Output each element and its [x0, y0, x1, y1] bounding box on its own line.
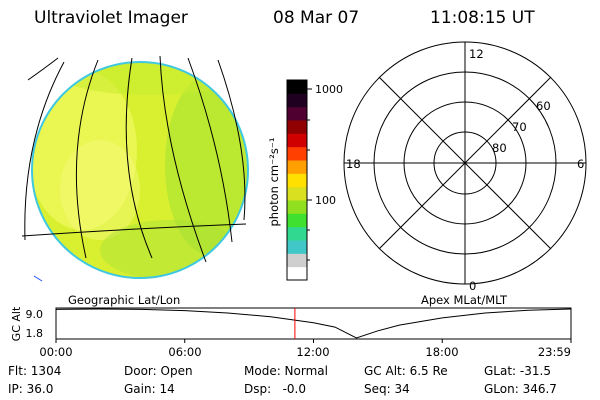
colorbar-band [287, 80, 307, 94]
altitude-plot: 9.0 1.8 GC Alt 00:00 06:00 12:00 18:00 2… [10, 306, 572, 359]
colorbar-band [287, 200, 307, 214]
polar-plot [343, 41, 587, 285]
status-glon: GLon: 346.7 [484, 382, 557, 396]
mlat-label-60: 60 [536, 99, 551, 113]
status-door: Door: Open [124, 364, 193, 378]
polar-plot-caption: Apex MLat/MLT [421, 293, 508, 307]
colorbar-band [287, 226, 307, 241]
colorbar-label-1000: 1000 [315, 83, 343, 96]
colorbar-band [287, 146, 307, 161]
colorbar-band [287, 120, 307, 134]
status-dsp: Dsp: -0.0 [244, 382, 307, 396]
status-mode: Mode: Normal [244, 364, 328, 378]
status-flight: Flt: 1304 [8, 364, 62, 378]
colorbar-band [287, 93, 307, 108]
xtick-label-1800: 18:00 [425, 345, 458, 359]
colorbar-gradient [287, 80, 307, 281]
status-ip: IP: 36.0 [8, 382, 54, 396]
xtick-label-0600: 06:00 [168, 345, 201, 359]
colorbar-band [287, 253, 307, 268]
altitude-series-line [55, 308, 572, 339]
mlt-label-0: 0 [469, 279, 476, 293]
status-glat: GLat: -31.5 [484, 364, 551, 378]
xtick-label-0000: 00:00 [39, 345, 72, 359]
disk-limb [31, 61, 249, 279]
ytick-label-9: 9.0 [26, 308, 44, 321]
coastline-fragment [33, 275, 43, 282]
mlt-label-12: 12 [469, 47, 484, 61]
mlt-label-6: 6 [577, 157, 584, 171]
earth-disk-image [31, 61, 249, 279]
colorbar-label-100: 100 [315, 194, 336, 207]
mlat-label-70: 70 [512, 120, 527, 134]
geo-grid-lines [21, 55, 247, 263]
altitude-plot-ticks [55, 339, 572, 343]
colorbar-band [287, 173, 307, 188]
colorbar-frame [286, 79, 308, 281]
colorbar-band [287, 106, 307, 121]
colorbar: 1000 100 photon cm⁻²s⁻¹ [267, 79, 343, 281]
xtick-label-2359: 23:59 [538, 345, 571, 359]
colorbar-band [287, 133, 307, 148]
mlat-label-80: 80 [492, 141, 507, 155]
colorbar-band [287, 213, 307, 228]
altitude-ylabel: GC Alt [10, 306, 23, 341]
colorbar-band [287, 240, 307, 254]
ytick-label-1-8: 1.8 [26, 327, 44, 340]
xtick-label-1200: 12:00 [296, 345, 329, 359]
colorbar-band [287, 160, 307, 174]
observation-time: 11:08:15 UT [430, 8, 535, 28]
status-seq: Seq: 34 [364, 382, 410, 396]
polar-diagonal-2 [378, 76, 552, 250]
instrument-title: Ultraviolet Imager [34, 8, 188, 28]
colorbar-unit-label: photon cm⁻²s⁻¹ [267, 138, 281, 227]
geo-plot-caption: Geographic Lat/Lon [68, 293, 180, 307]
mlt-label-18: 18 [346, 157, 361, 171]
colorbar-band [287, 186, 307, 201]
status-gain: Gain: 14 [124, 382, 175, 396]
status-gc-alt: GC Alt: 6.5 Re [364, 364, 448, 378]
colorbar-band [287, 266, 307, 281]
observation-date: 08 Mar 07 [273, 8, 360, 28]
